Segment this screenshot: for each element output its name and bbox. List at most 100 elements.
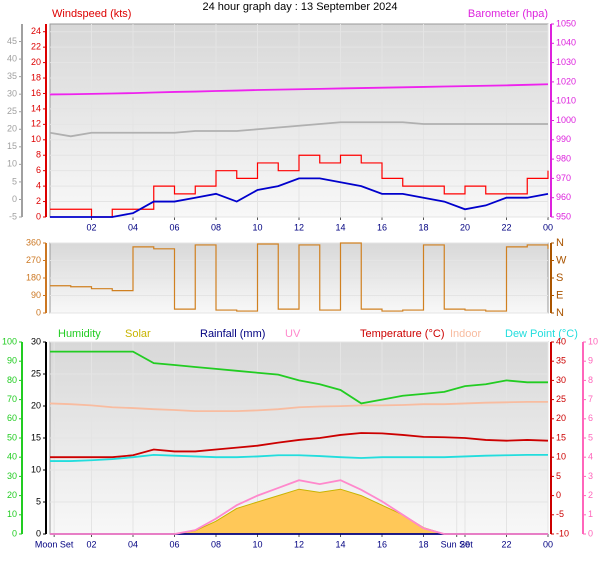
y-tick-label: 10	[556, 452, 566, 462]
x-tick-label: 10	[252, 222, 262, 232]
x-tick-label: Sun Set	[441, 539, 474, 549]
legend-label: Temperature (°C)	[360, 328, 444, 340]
y-tick-label: 12	[31, 119, 41, 129]
y-tick-label: 14	[31, 103, 41, 113]
y-tick-label: 80	[7, 375, 17, 385]
x-tick-label: 12	[294, 539, 304, 549]
y-tick-label: 5	[588, 432, 593, 442]
y-tick-label: 25	[31, 368, 41, 378]
y-tick-label: 90	[7, 356, 17, 366]
x-tick-label: 08	[211, 539, 221, 549]
legend-label: Dew Point (°C)	[505, 328, 578, 340]
y-tick-label: 30	[7, 471, 17, 481]
x-tick-label: 06	[169, 222, 179, 232]
x-tick-label: 00	[543, 539, 553, 549]
series-line	[50, 350, 548, 405]
legend-label: Rainfall (mm)	[200, 328, 265, 340]
y-tick-label: 980	[556, 153, 571, 163]
x-tick-label: 08	[211, 222, 221, 232]
y-tick-label: 0	[12, 528, 17, 538]
y-tick-label: 40	[556, 336, 566, 346]
y-tick-label: E	[556, 289, 563, 301]
y-tick-label: 30	[7, 89, 17, 99]
y-tick-label: 1020	[556, 76, 576, 86]
y-tick-label: 1050	[556, 18, 576, 28]
x-tick-label: 14	[335, 539, 345, 549]
y-tick-label: -10	[556, 528, 569, 538]
y-tick-label: 10	[7, 159, 17, 169]
y-tick-label: 10	[588, 336, 598, 346]
x-tick-label: 22	[501, 539, 511, 549]
y-tick-label: 5	[556, 471, 561, 481]
y-tick-label: 8	[588, 375, 593, 385]
y-tick-label: -5	[556, 509, 564, 519]
y-tick-label: 40	[7, 452, 17, 462]
legend-label: Solar	[125, 328, 151, 340]
series-line	[50, 453, 548, 462]
y-tick-label: 0	[36, 307, 41, 317]
y-tick-label: 0	[588, 528, 593, 538]
x-tick-label: 20	[460, 539, 470, 549]
y-tick-label: 15	[31, 432, 41, 442]
x-tick-label: 02	[86, 539, 96, 549]
y-tick-label: 50	[7, 432, 17, 442]
y-tick-label: 4	[588, 452, 593, 462]
y-tick-label: 90	[31, 290, 41, 300]
y-tick-label: 950	[556, 211, 571, 221]
y-tick-label: -5	[9, 211, 17, 221]
axis-label: Barometer (hpa)	[468, 8, 548, 20]
y-tick-label: 1010	[556, 96, 576, 106]
y-tick-label: 5	[36, 496, 41, 506]
y-tick-label: 60	[7, 413, 17, 423]
x-tick-label: 20	[460, 222, 470, 232]
series-line	[50, 177, 549, 218]
y-tick-label: 180	[26, 272, 41, 282]
series-line	[49, 401, 548, 413]
y-tick-label: 40	[7, 53, 17, 63]
y-tick-label: 25	[556, 394, 566, 404]
y-tick-label: 100	[2, 336, 17, 346]
y-tick-label: 8	[36, 150, 41, 160]
y-tick-label: 20	[7, 490, 17, 500]
series-line	[50, 242, 549, 312]
y-tick-label: 10	[31, 134, 41, 144]
y-tick-label: 24	[31, 26, 41, 36]
y-tick-label: 6	[36, 165, 41, 175]
y-tick-label: 7	[588, 394, 593, 404]
y-tick-label: 10	[7, 509, 17, 519]
y-tick-label: 20	[7, 124, 17, 134]
y-tick-label: 15	[7, 141, 17, 151]
x-tick-label: 06	[169, 539, 179, 549]
graph-title: 24 hour graph day : 13 September 2024	[202, 1, 397, 13]
y-tick-label: N	[556, 237, 564, 249]
y-tick-label: 45	[7, 36, 17, 46]
x-tick-label: 10	[252, 539, 262, 549]
axis-label: Windspeed (kts)	[52, 8, 131, 20]
x-tick-label: 02	[86, 222, 96, 232]
y-tick-label: 30	[31, 336, 41, 346]
y-tick-label: 1	[588, 509, 593, 519]
y-tick-label: 30	[556, 375, 566, 385]
x-tick-label: 14	[335, 222, 345, 232]
y-tick-label: 35	[556, 356, 566, 366]
series-line	[49, 121, 548, 138]
y-tick-label: 10	[31, 464, 41, 474]
x-tick-label: Moon Set	[35, 539, 74, 549]
y-tick-label: 1040	[556, 38, 576, 48]
y-tick-label: 1000	[556, 115, 576, 125]
y-tick-label: 960	[556, 192, 571, 202]
y-tick-label: 990	[556, 134, 571, 144]
series-line	[50, 432, 549, 459]
y-tick-label: 16	[31, 88, 41, 98]
legend-label: UV	[285, 328, 301, 340]
x-tick-label: 18	[418, 539, 428, 549]
y-tick-label: 970	[556, 173, 571, 183]
x-tick-label: 04	[128, 539, 138, 549]
y-tick-label: 22	[31, 42, 41, 52]
y-tick-label: 270	[26, 255, 41, 265]
y-tick-label: 9	[588, 356, 593, 366]
y-tick-label: 3	[588, 471, 593, 481]
x-tick-label: 16	[377, 539, 387, 549]
x-tick-label: 04	[128, 222, 138, 232]
legend-label: Humidity	[58, 328, 101, 340]
